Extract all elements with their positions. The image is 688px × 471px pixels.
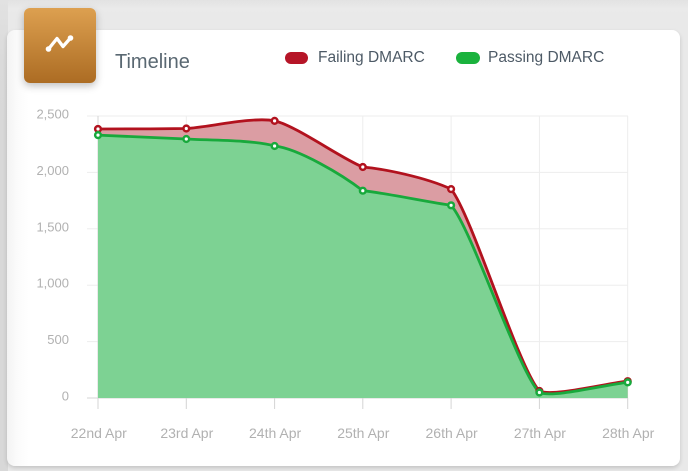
svg-text:25th Apr: 25th Apr <box>337 425 389 441</box>
svg-text:22nd Apr: 22nd Apr <box>71 425 127 441</box>
svg-text:500: 500 <box>47 332 69 347</box>
svg-text:1,500: 1,500 <box>36 219 69 234</box>
svg-text:26th Apr: 26th Apr <box>426 425 478 441</box>
svg-text:1,000: 1,000 <box>36 276 69 291</box>
svg-text:23rd Apr: 23rd Apr <box>160 425 213 441</box>
svg-text:27th Apr: 27th Apr <box>514 425 566 441</box>
svg-text:2,000: 2,000 <box>36 163 69 178</box>
svg-text:28th Apr: 28th Apr <box>602 425 654 441</box>
svg-text:2,500: 2,500 <box>36 107 69 122</box>
svg-text:24th Apr: 24th Apr <box>249 425 301 441</box>
svg-text:0: 0 <box>62 389 69 404</box>
